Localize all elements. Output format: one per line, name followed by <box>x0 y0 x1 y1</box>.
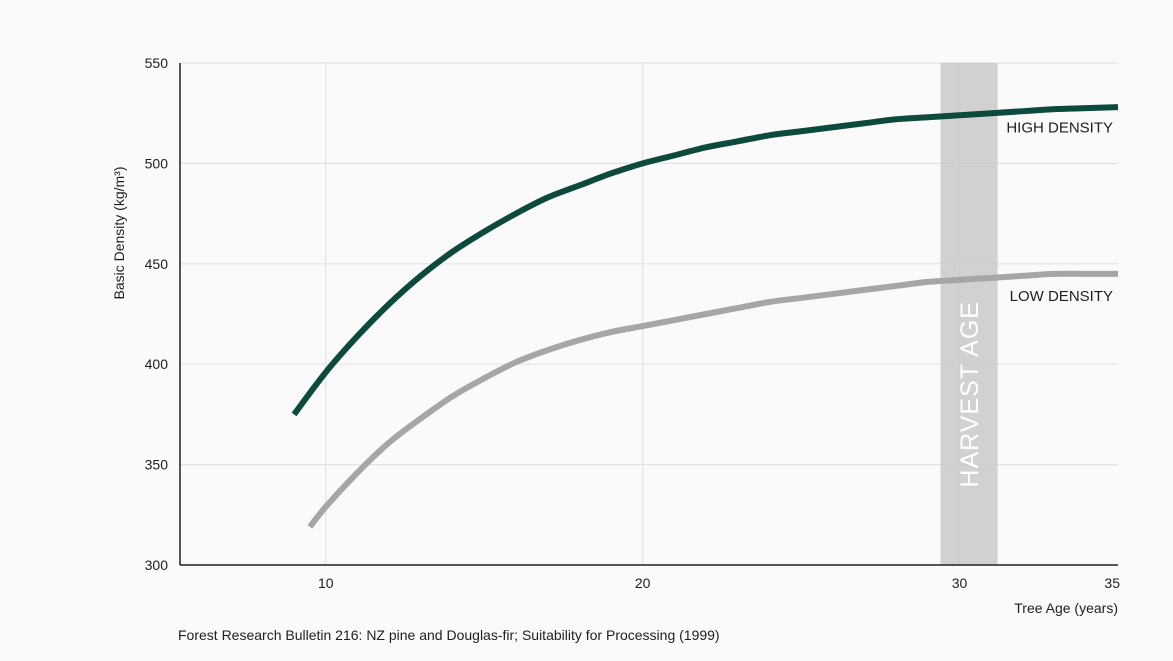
harvest-age-band <box>940 63 998 565</box>
y-tick-label: 450 <box>145 256 169 272</box>
y-tick-label: 500 <box>145 155 169 171</box>
x-tick-label: 30 <box>952 575 968 591</box>
low-density-line <box>307 270 1118 529</box>
y-tick-label: 550 <box>145 55 169 71</box>
axes <box>179 63 1118 566</box>
high-density-line <box>291 104 1119 417</box>
high-density-label: HIGH DENSITY <box>1006 119 1113 136</box>
x-tick-label: 10 <box>318 575 334 591</box>
low-density-label: LOW DENSITY <box>1010 288 1113 305</box>
series-lines <box>291 104 1119 529</box>
harvest-age-label: HARVEST AGE <box>956 301 984 488</box>
y-tick-label: 400 <box>145 356 169 372</box>
y-axis-title: Basic Density (kg/m³) <box>111 166 127 299</box>
x-tick-label: 20 <box>635 575 651 591</box>
x-axis-title: Tree Age (years) <box>1014 600 1118 616</box>
y-tick-label: 350 <box>145 457 169 473</box>
harvest-age-band-group <box>940 63 998 565</box>
y-tick-label: 300 <box>145 557 169 573</box>
chart-labels: 300 350 400 450 500 550 10 20 30 35 HARVEST AGE HIG… <box>111 55 1120 616</box>
source-citation: Forest Research Bulletin 216: NZ pine an… <box>178 627 720 643</box>
x-tick-label: 35 <box>1104 575 1120 591</box>
